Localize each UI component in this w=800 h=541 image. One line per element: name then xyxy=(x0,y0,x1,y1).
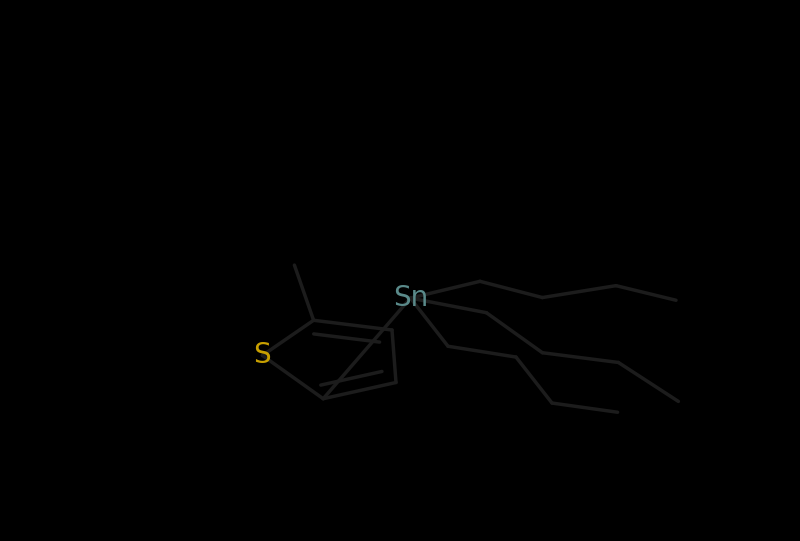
Text: Sn: Sn xyxy=(393,284,428,312)
Text: S: S xyxy=(254,341,271,370)
